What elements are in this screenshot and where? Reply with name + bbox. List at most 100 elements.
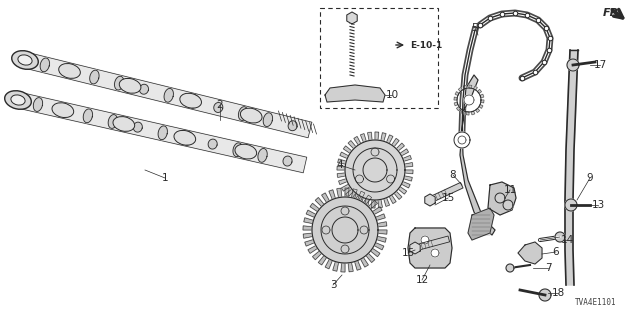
Polygon shape — [518, 242, 542, 264]
Polygon shape — [462, 75, 478, 130]
Polygon shape — [263, 113, 273, 126]
Polygon shape — [351, 189, 357, 198]
Polygon shape — [477, 89, 481, 93]
Polygon shape — [454, 97, 457, 100]
Polygon shape — [233, 143, 243, 156]
Polygon shape — [40, 58, 49, 72]
Polygon shape — [364, 195, 372, 204]
Polygon shape — [405, 170, 413, 174]
Polygon shape — [258, 148, 268, 162]
Polygon shape — [376, 236, 386, 242]
Polygon shape — [133, 122, 142, 132]
Polygon shape — [158, 126, 168, 140]
Polygon shape — [310, 203, 319, 212]
Polygon shape — [567, 59, 579, 71]
Polygon shape — [495, 193, 505, 203]
Text: 2: 2 — [217, 100, 223, 110]
Polygon shape — [455, 92, 459, 95]
Polygon shape — [115, 76, 124, 90]
Polygon shape — [325, 85, 385, 102]
Polygon shape — [358, 191, 365, 201]
Polygon shape — [364, 199, 369, 207]
Polygon shape — [355, 260, 361, 270]
Polygon shape — [404, 176, 412, 181]
Text: 14: 14 — [561, 235, 573, 245]
Polygon shape — [421, 236, 429, 244]
Polygon shape — [376, 214, 385, 220]
Polygon shape — [108, 115, 118, 128]
Polygon shape — [239, 107, 248, 120]
Polygon shape — [425, 194, 435, 206]
Polygon shape — [58, 105, 67, 115]
Polygon shape — [33, 98, 43, 111]
Polygon shape — [371, 200, 375, 208]
Text: 15: 15 — [401, 248, 415, 258]
Ellipse shape — [59, 63, 81, 78]
Ellipse shape — [174, 130, 196, 145]
Polygon shape — [345, 140, 405, 200]
Text: FR.: FR. — [603, 8, 624, 18]
Polygon shape — [366, 253, 374, 262]
Text: 18: 18 — [552, 288, 564, 298]
Polygon shape — [381, 133, 386, 141]
Text: 8: 8 — [450, 170, 456, 180]
Ellipse shape — [235, 144, 257, 159]
Polygon shape — [374, 243, 384, 250]
Polygon shape — [339, 179, 348, 185]
Polygon shape — [474, 86, 477, 90]
Polygon shape — [389, 195, 396, 204]
Polygon shape — [360, 257, 369, 267]
Polygon shape — [461, 110, 465, 114]
Polygon shape — [480, 94, 484, 98]
Polygon shape — [378, 222, 387, 227]
Polygon shape — [351, 193, 358, 202]
Polygon shape — [466, 112, 469, 115]
Polygon shape — [354, 137, 361, 145]
Polygon shape — [283, 156, 292, 166]
Polygon shape — [340, 152, 349, 158]
Polygon shape — [454, 102, 458, 106]
Polygon shape — [23, 52, 312, 138]
Polygon shape — [454, 132, 470, 148]
Polygon shape — [488, 182, 516, 215]
Polygon shape — [312, 197, 378, 263]
Polygon shape — [344, 146, 352, 153]
Polygon shape — [16, 92, 307, 173]
Polygon shape — [303, 226, 312, 230]
Text: 7: 7 — [545, 263, 551, 273]
Polygon shape — [338, 159, 346, 164]
Text: 10: 10 — [385, 90, 399, 100]
Polygon shape — [479, 105, 483, 108]
Polygon shape — [189, 94, 198, 108]
Polygon shape — [565, 199, 577, 211]
Polygon shape — [403, 156, 412, 161]
Polygon shape — [65, 66, 74, 76]
Polygon shape — [357, 196, 364, 205]
Text: 5: 5 — [472, 23, 478, 33]
Ellipse shape — [180, 93, 202, 108]
Polygon shape — [312, 251, 322, 260]
Polygon shape — [555, 232, 565, 242]
Polygon shape — [348, 140, 356, 149]
Polygon shape — [140, 84, 148, 94]
Polygon shape — [304, 218, 314, 224]
Polygon shape — [476, 108, 479, 112]
Polygon shape — [347, 12, 357, 24]
Polygon shape — [394, 191, 402, 199]
Ellipse shape — [18, 55, 32, 65]
Text: 6: 6 — [553, 247, 559, 257]
Polygon shape — [83, 109, 93, 123]
Polygon shape — [456, 107, 461, 111]
Ellipse shape — [4, 91, 31, 109]
Text: 13: 13 — [591, 200, 605, 210]
Text: 1: 1 — [162, 173, 168, 183]
Ellipse shape — [241, 108, 262, 123]
Polygon shape — [164, 88, 173, 102]
Ellipse shape — [113, 116, 134, 131]
Polygon shape — [325, 259, 332, 269]
Polygon shape — [469, 85, 472, 88]
Polygon shape — [468, 208, 494, 240]
Polygon shape — [401, 181, 410, 188]
Text: TVA4E1101: TVA4E1101 — [575, 298, 617, 307]
Polygon shape — [481, 100, 484, 103]
